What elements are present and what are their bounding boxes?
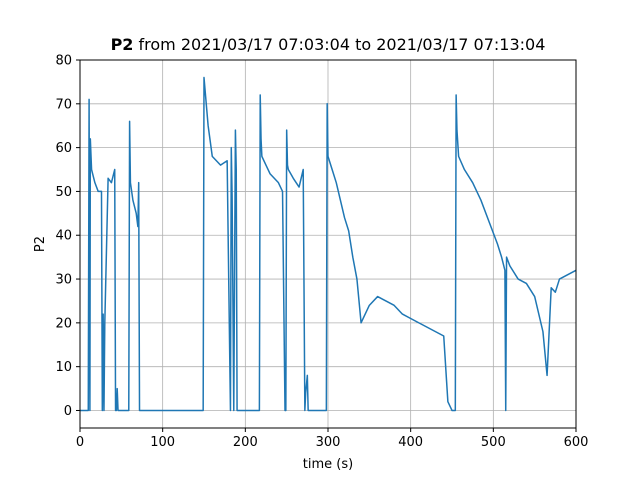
y-tick-label: 10 (55, 360, 72, 375)
chart-title: P2 from 2021/03/17 07:03:04 to 2021/03/1… (111, 35, 546, 54)
y-tick-label: 30 (55, 273, 72, 288)
x-tick-label: 600 (564, 435, 589, 450)
x-tick-label: 0 (76, 435, 84, 450)
x-tick-label: 300 (316, 435, 341, 450)
y-tick-label: 0 (64, 404, 72, 419)
x-axis-ticks: 0 100 200 300 400 500 600 (76, 428, 589, 450)
y-axis-ticks: 0 10 20 30 40 50 60 70 80 (55, 54, 80, 419)
x-tick-label: 400 (398, 435, 423, 450)
series-group (80, 76, 577, 412)
chart-title-rest: from 2021/03/17 07:03:04 to 2021/03/17 0… (133, 35, 545, 54)
series-line (80, 76, 577, 412)
x-axis-label: time (s) (303, 457, 353, 472)
y-tick-label: 70 (55, 97, 72, 112)
y-axis-label: P2 (33, 236, 48, 252)
y-tick-label: 80 (55, 54, 72, 69)
chart-title-bold: P2 (111, 35, 134, 54)
x-tick-label: 100 (150, 435, 175, 450)
y-tick-label: 20 (55, 316, 72, 331)
y-tick-label: 50 (55, 185, 72, 200)
y-tick-label: 40 (55, 229, 72, 244)
x-tick-label: 500 (481, 435, 506, 450)
x-tick-label: 200 (233, 435, 258, 450)
y-tick-label: 60 (55, 141, 72, 156)
